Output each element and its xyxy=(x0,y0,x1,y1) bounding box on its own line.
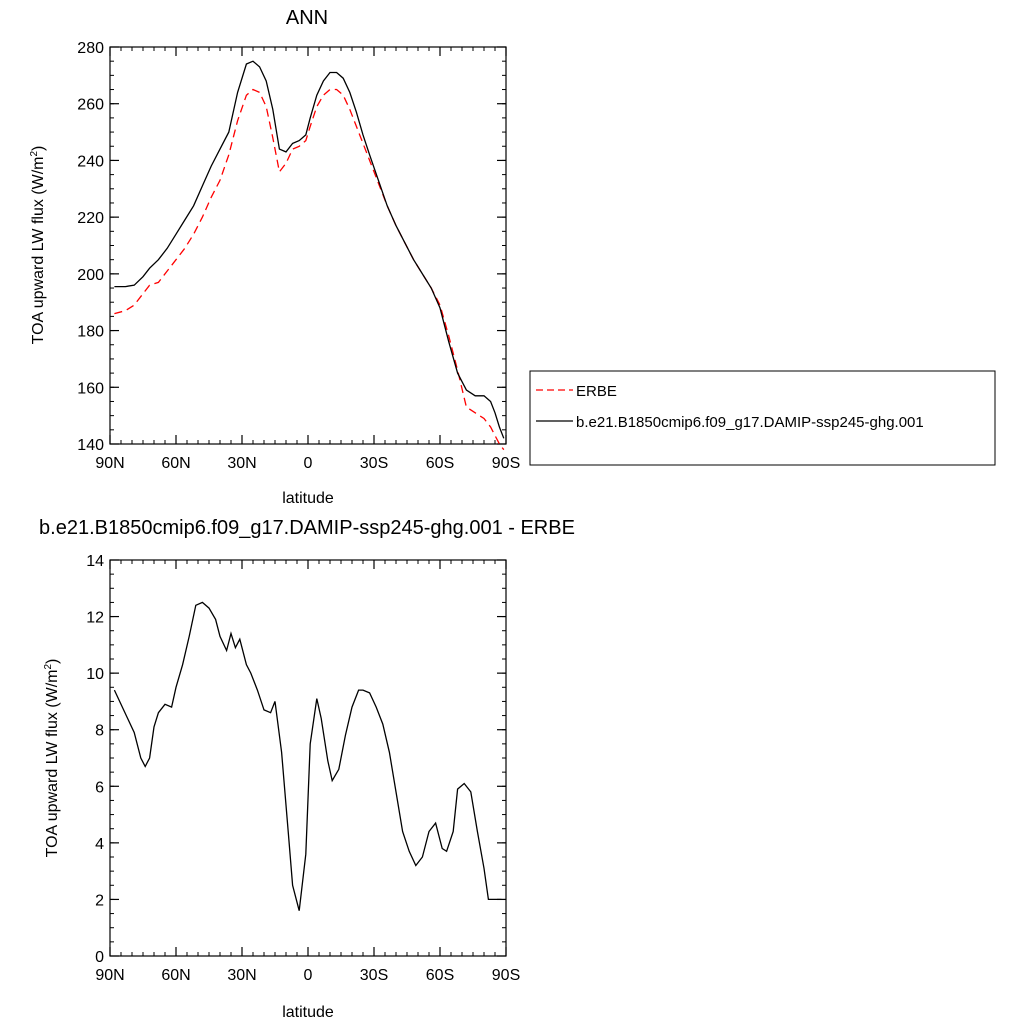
top-plot-ylabel-end: ) xyxy=(30,146,47,151)
bottom-plot-ylabel-end: ) xyxy=(44,659,61,664)
bottom-plot-y-tick-label: 6 xyxy=(95,779,104,796)
bottom-plot-x-tick-label: 90S xyxy=(492,967,520,984)
top-plot-series-line-0 xyxy=(114,88,505,451)
bottom-plot-x-tick-label: 30S xyxy=(360,967,388,984)
top-plot-x-tick-label: 60S xyxy=(426,455,454,472)
bottom-plot-title: b.e21.B1850cmip6.f09_g17.DAMIP-ssp245-gh… xyxy=(39,517,575,539)
bottom-plot-lines xyxy=(113,601,502,911)
top-plot-y-tick-label: 220 xyxy=(77,210,104,227)
bottom-plot-x-tick-label: 60N xyxy=(161,967,190,984)
top-plot-ylabel: TOA upward LW flux (W/m2) xyxy=(29,146,47,345)
bottom-plot-ylabel-main: TOA upward LW flux (W/m xyxy=(44,670,61,858)
top-plot-x-tick-label: 60N xyxy=(161,455,190,472)
bottom-plot-y-tick-label: 0 xyxy=(95,949,104,966)
top-plot-y-tick-label: 180 xyxy=(77,324,104,341)
bottom-plot-x-tick-label: 60S xyxy=(426,967,454,984)
bottom-plot-y-tick-label: 8 xyxy=(95,723,104,740)
bottom-plot-y-tick-label: 2 xyxy=(95,892,104,909)
legend-label-erbe: ERBE xyxy=(576,383,617,400)
top-plot-x-tick-label: 30S xyxy=(360,455,388,472)
top-plot-ylabel-sup: 2 xyxy=(29,151,40,157)
top-plot-x-tick-label: 0 xyxy=(304,455,313,472)
bottom-plot-y-tick-label: 10 xyxy=(86,666,104,683)
top-plot-x-tick-label: 90N xyxy=(95,455,124,472)
top-plot-title: ANN xyxy=(286,7,328,29)
bottom-plot-frame xyxy=(109,559,507,957)
top-plot-lines xyxy=(114,60,505,451)
bottom-plot-x-tick-label: 30N xyxy=(227,967,256,984)
top-plot-ticks: 90N 60N 30N 0 30S 60S 90S 140 160 180 200 220 240 260… xyxy=(77,40,520,472)
bottom-plot-ylabel-sup: 2 xyxy=(43,664,54,670)
legend: ERBE b.e21.B1850cmip6.f09_g17.DAMIP-ssp2… xyxy=(529,370,996,466)
top-plot-y-tick-label: 200 xyxy=(77,267,104,284)
top-plot-y-tick-label: 240 xyxy=(77,153,104,170)
top-plot-x-tick-label: 90S xyxy=(492,455,520,472)
top-plot-y-tick-label: 140 xyxy=(77,437,104,454)
legend-label-model: b.e21.B1850cmip6.f09_g17.DAMIP-ssp245-gh… xyxy=(576,414,924,431)
legend-box xyxy=(529,370,996,466)
bottom-plot-ylabel: TOA upward LW flux (W/m2) xyxy=(43,659,61,858)
bottom-plot-x-tick-label: 90N xyxy=(95,967,124,984)
bottom-plot-y-tick-label: 14 xyxy=(86,553,104,570)
top-plot-ylabel-main: TOA upward LW flux (W/m xyxy=(30,157,47,345)
top-plot-series-line-1 xyxy=(114,60,505,439)
bottom-plot-ticks: 90N 60N 30N 0 30S 60S 90S 0 2 4 6 8 10 12 14 xyxy=(86,553,520,984)
top-plot-x-tick-label: 30N xyxy=(227,455,256,472)
bottom-plot-x-tick-label: 0 xyxy=(304,967,313,984)
bottom-plot-y-tick-label: 4 xyxy=(95,836,104,853)
top-plot: ANN 90N 60N 30N 0 30S 60S 90S 140 160 180 200 220 24… xyxy=(29,7,520,507)
top-plot-y-tick-label: 280 xyxy=(77,40,104,57)
top-plot-y-tick-label: 260 xyxy=(77,97,104,114)
top-plot-y-tick-label: 160 xyxy=(77,380,104,397)
bottom-plot-y-tick-label: 12 xyxy=(86,610,104,627)
bottom-plot: b.e21.B1850cmip6.f09_g17.DAMIP-ssp245-gh… xyxy=(39,517,575,1021)
bottom-plot-xlabel: latitude xyxy=(282,1004,334,1021)
bottom-plot-series-line-0 xyxy=(113,601,502,911)
top-plot-xlabel: latitude xyxy=(282,490,334,507)
